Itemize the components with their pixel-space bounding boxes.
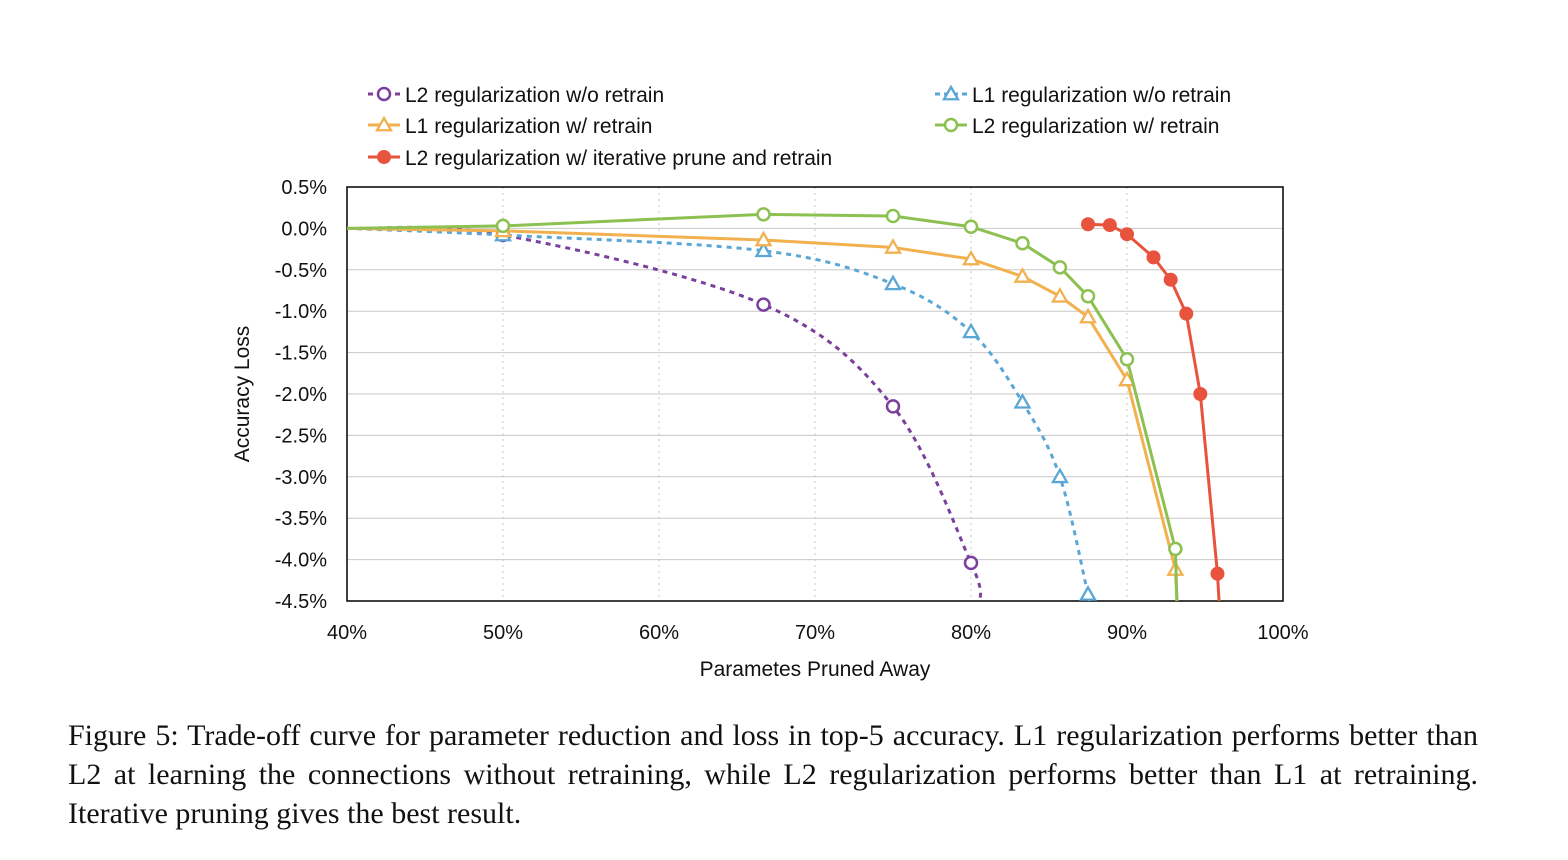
data-point-l1-regularization-w-o-retrain xyxy=(962,322,980,339)
legend-item-l2-regularization-w-retrain: L2 regularization w/ retrain xyxy=(935,115,1219,138)
legend-marker xyxy=(943,117,959,133)
data-point-l2-regularization-w-retrain xyxy=(756,207,771,222)
series-line-l1-regularization-w-o-retrain xyxy=(347,226,1092,601)
series-line-l1-regularization-w-retrain xyxy=(347,226,1179,601)
data-point-l1-regularization-w-o-retrain xyxy=(754,241,773,258)
series-line-l2-regularization-w-iterative-prune-and-retrain xyxy=(1087,222,1221,601)
series-line-l2-regularization-w-retrain xyxy=(347,212,1179,601)
legend-label: L2 regularization w/ iterative prune and… xyxy=(405,147,832,170)
y-axis-ticks: 0.5% 0.0% -0.5% -1.0% -1.5% -2.0% -2.5% -3.0% -3… xyxy=(275,177,327,613)
data-point-l2-regularization-w-iterative-prune-and-retrain xyxy=(1163,272,1178,287)
x-axis-ticks: 40% 50% 60% 70% 80% 90% 100% xyxy=(327,622,1309,644)
data-point-l2-regularization-w-retrain xyxy=(1119,351,1135,367)
legend-marker xyxy=(942,84,960,101)
data-point-l2-regularization-w-iterative-prune-and-retrain xyxy=(1102,218,1117,233)
data-point-l2-regularization-w-iterative-prune-and-retrain xyxy=(1146,250,1161,265)
legend-item-l1-regularization-w-retrain: L1 regularization w/ retrain xyxy=(368,115,652,138)
x-axis-label: Parametes Pruned Away xyxy=(700,658,931,681)
series-l2-regularization-w-retrain xyxy=(347,207,1183,601)
data-point-l2-regularization-w-retrain xyxy=(1015,236,1030,251)
series-l1-regularization-w-retrain xyxy=(347,221,1185,601)
y-tick-label: -2.0% xyxy=(275,384,327,406)
data-point-l2-regularization-w-retrain xyxy=(495,218,511,234)
series-l1-regularization-w-o-retrain xyxy=(347,225,1097,601)
series-l2-regularization-w-o-retrain xyxy=(347,225,983,601)
legend-item-l1-regularization-w-o-retrain: L1 regularization w/o retrain xyxy=(935,84,1231,107)
data-point-l1-regularization-w-o-retrain xyxy=(884,274,902,291)
data-point-l1-regularization-w-retrain xyxy=(754,230,773,247)
legend-label: L2 regularization w/o retrain xyxy=(405,84,664,107)
x-tick-label: 60% xyxy=(639,622,679,644)
data-point-l1-regularization-w-retrain xyxy=(1079,307,1097,324)
data-point-l2-regularization-w-retrain xyxy=(1168,541,1183,557)
x-tick-label: 70% xyxy=(795,622,835,644)
data-point-l2-regularization-w-retrain xyxy=(963,219,979,234)
data-point-l1-regularization-w-retrain xyxy=(884,238,902,254)
legend-label: L1 regularization w/o retrain xyxy=(972,84,1231,107)
data-point-l1-regularization-w-retrain xyxy=(1013,267,1032,283)
y-tick-label: -4.5% xyxy=(275,591,327,613)
x-tick-label: 50% xyxy=(483,622,523,644)
data-point-l2-regularization-w-iterative-prune-and-retrain xyxy=(1193,387,1208,401)
x-tick-label: 100% xyxy=(1257,622,1308,644)
legend-item-l2-regularization-w-o-retrain: L2 regularization w/o retrain xyxy=(368,84,664,107)
data-point-l2-regularization-w-iterative-prune-and-retrain xyxy=(1120,227,1134,242)
figure-caption: Figure 5: Trade-off curve for parameter … xyxy=(68,719,1478,830)
legend: L2 regularization w/o retrain L1 regulari… xyxy=(368,84,1231,170)
x-tick-label: 80% xyxy=(951,622,991,644)
data-point-l1-regularization-w-retrain xyxy=(1118,370,1136,387)
legend-item-l2-regularization-w-iterative-prune-and-retrain: L2 regularization w/ iterative prune and… xyxy=(368,147,832,170)
y-tick-label: -1.0% xyxy=(275,301,327,323)
data-point-l2-regularization-w-o-retrain xyxy=(963,555,979,571)
legend-marker xyxy=(376,86,392,102)
data-point-l2-regularization-w-retrain xyxy=(885,208,901,224)
y-tick-label: -3.5% xyxy=(275,508,327,530)
y-tick-label: 0.0% xyxy=(281,218,327,240)
data-point-l2-regularization-w-iterative-prune-and-retrain xyxy=(1081,217,1095,232)
data-point-l1-regularization-w-retrain xyxy=(1050,286,1069,303)
series-layer xyxy=(347,207,1225,601)
y-axis-label: Accuracy Loss xyxy=(231,326,254,463)
data-point-l2-regularization-w-iterative-prune-and-retrain xyxy=(1210,566,1225,581)
chart: L2 regularization w/o retrain L1 regulari… xyxy=(231,84,1309,681)
y-tick-label: 0.5% xyxy=(281,177,327,199)
data-point-l2-regularization-w-iterative-prune-and-retrain xyxy=(1179,306,1194,321)
y-tick-label: -1.5% xyxy=(275,343,327,365)
series-line-l2-regularization-w-o-retrain xyxy=(347,225,983,601)
legend-marker xyxy=(377,150,391,164)
data-point-l1-regularization-w-retrain xyxy=(962,249,980,266)
data-point-l2-regularization-w-o-retrain xyxy=(756,297,771,312)
series-l2-regularization-w-iterative-prune-and-retrain xyxy=(1081,217,1225,601)
y-tick-label: -3.0% xyxy=(275,467,327,489)
y-tick-label: -2.5% xyxy=(275,425,327,447)
y-tick-label: -4.0% xyxy=(275,550,327,572)
data-point-l2-regularization-w-o-retrain xyxy=(885,399,901,414)
data-point-l1-regularization-w-o-retrain xyxy=(1050,467,1069,484)
legend-label: L1 regularization w/ retrain xyxy=(405,115,652,138)
data-point-l2-regularization-w-retrain xyxy=(1080,289,1096,304)
plot-frame xyxy=(346,186,1284,602)
x-tick-label: 90% xyxy=(1107,622,1147,644)
legend-marker xyxy=(375,115,393,132)
legend-label: L2 regularization w/ retrain xyxy=(972,115,1219,138)
data-point-l1-regularization-w-o-retrain xyxy=(1013,392,1032,409)
data-point-l2-regularization-w-retrain xyxy=(1052,260,1068,275)
y-tick-label: -0.5% xyxy=(275,260,327,282)
data-point-l1-regularization-w-o-retrain xyxy=(1079,585,1097,601)
x-tick-label: 40% xyxy=(327,622,367,644)
